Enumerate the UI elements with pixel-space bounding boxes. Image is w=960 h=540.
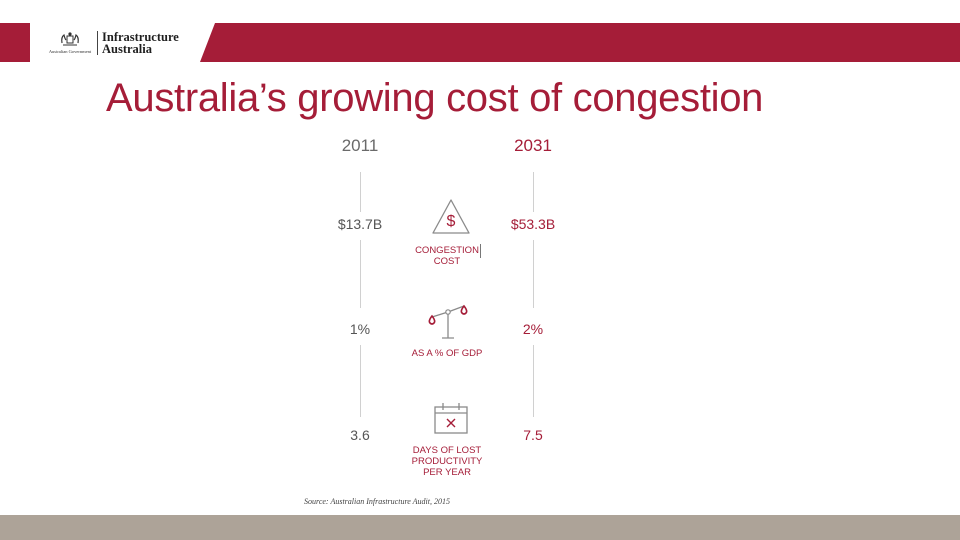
- left-connector-line: [360, 172, 361, 212]
- right-connector-line: [533, 172, 534, 212]
- caption-line: AS A % OF GDP: [411, 348, 483, 359]
- congestion-cost-caption: CONGESTION COST: [392, 245, 502, 267]
- calendar-x-icon: [432, 400, 470, 441]
- year-2011-label: 2011: [341, 136, 379, 155]
- right-connector-line: [533, 345, 534, 417]
- caption-line: DAYS OF LOST: [412, 445, 482, 456]
- caption-line: PER YEAR: [423, 467, 471, 478]
- right-connector-line: [533, 240, 534, 308]
- left-connector-line: [360, 240, 361, 308]
- agency-name-line1: Infrastructure: [102, 30, 179, 44]
- congestion-cost-2031: $53.3B: [510, 216, 556, 232]
- slide-title: Australia’s growing cost of congestion: [106, 76, 764, 120]
- year-2031-label: 2031: [514, 136, 552, 155]
- logo-divider: [97, 31, 98, 55]
- gdp-share-2031: 2%: [522, 321, 544, 337]
- agency-name: Infrastructure Australia: [102, 30, 179, 56]
- congestion-cost-2011: $13.7B: [337, 216, 383, 232]
- gdp-share-caption: AS A % OF GDP: [392, 348, 502, 359]
- agency-name-line2: Australia: [102, 42, 152, 56]
- gdp-share-2011: 1%: [349, 321, 371, 337]
- source-note: Source: Australian Infrastructure Audit,…: [304, 497, 450, 506]
- dollar-warning-icon: $: [430, 197, 472, 242]
- caption-line: PRODUCTIVITY: [411, 456, 483, 467]
- caption-tick: [480, 244, 481, 258]
- government-label: Australian Government: [48, 49, 92, 54]
- header-band: [0, 23, 960, 62]
- lost-days-2011: 3.6: [350, 427, 370, 443]
- scales-icon: [424, 303, 472, 346]
- infrastructure-australia-logo[interactable]: Australian Government Infrastructure Aus…: [48, 28, 179, 58]
- lost-days-caption: DAYS OF LOST PRODUCTIVITY PER YEAR: [392, 445, 502, 478]
- coat-of-arms-icon: Australian Government: [48, 31, 92, 55]
- svg-text:$: $: [447, 213, 456, 230]
- left-connector-line: [360, 345, 361, 417]
- lost-days-2031: 7.5: [523, 427, 543, 443]
- caption-line: CONGESTION: [415, 245, 479, 256]
- caption-line: COST: [433, 256, 461, 267]
- footer-band: [0, 515, 960, 540]
